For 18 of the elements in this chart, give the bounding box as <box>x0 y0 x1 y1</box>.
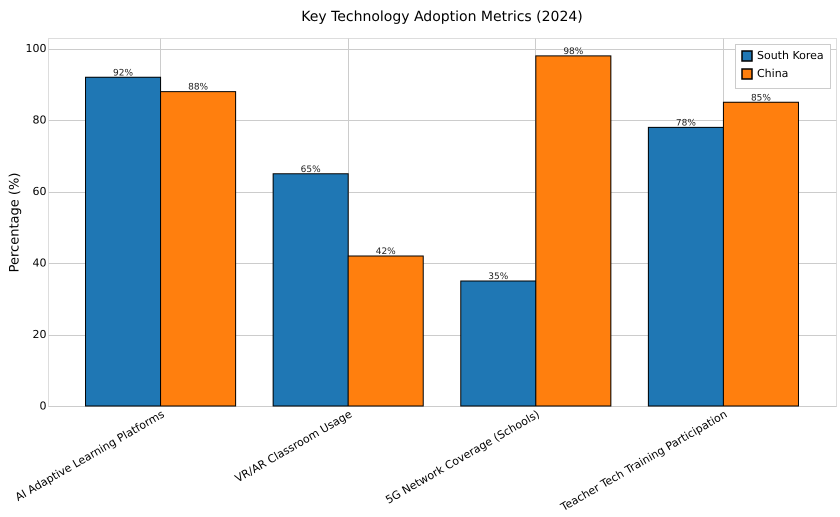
data-label: 92% <box>113 68 134 78</box>
y-tick-label: 60 <box>32 185 46 198</box>
y-tick-label: 0 <box>40 400 46 412</box>
chart-title: Key Technology Adoption Metrics (2024) <box>301 9 583 25</box>
y-tick-label: 100 <box>26 42 46 56</box>
y-tick-label: 40 <box>32 256 46 270</box>
data-label: 98% <box>563 46 584 57</box>
data-label: 42% <box>376 246 396 257</box>
legend-label: South Korea <box>757 49 824 62</box>
data-label: 78% <box>676 118 696 128</box>
data-label: 65% <box>300 164 322 175</box>
data-label: 88% <box>188 82 209 93</box>
data-label: 35% <box>488 272 509 282</box>
data-label: 85% <box>750 93 772 104</box>
legend-label: China <box>757 67 788 80</box>
y-tick-label: 20 <box>32 328 46 342</box>
y-axis-title: Percentage (%) <box>8 172 23 272</box>
y-tick-label: 80 <box>32 114 46 127</box>
